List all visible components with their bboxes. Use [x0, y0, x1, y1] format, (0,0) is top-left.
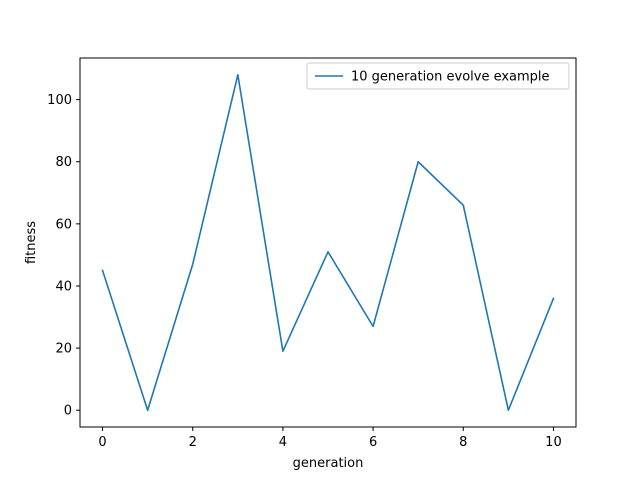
x-tick-label: 2 [189, 435, 197, 450]
series-line-0 [101, 73, 555, 412]
legend: 10 generation evolve example [306, 62, 570, 90]
y-tick-label: 100 [47, 93, 72, 108]
x-tick-label: 6 [369, 435, 377, 450]
y-axis-ticks: 0 20 40 60 80 100 [47, 93, 80, 419]
x-tick-label: 0 [98, 435, 106, 450]
axes-frame [79, 57, 577, 428]
x-axis-ticks: 0 2 4 6 8 10 [98, 427, 562, 450]
x-axis-label: generation [293, 456, 364, 471]
y-tick-label: 80 [55, 155, 72, 170]
legend-box [306, 62, 570, 90]
legend-entry: 10 generation evolve example [351, 70, 550, 85]
x-tick-label: 4 [279, 435, 287, 450]
x-tick-label: 8 [459, 435, 467, 450]
y-tick-label: 40 [55, 279, 72, 294]
y-tick-label: 0 [64, 404, 72, 419]
y-tick-label: 60 [55, 217, 72, 232]
x-tick-label: 10 [545, 435, 562, 450]
plot-area [101, 73, 555, 412]
y-axis-label: fitness [24, 221, 39, 264]
y-tick-label: 20 [55, 342, 72, 357]
